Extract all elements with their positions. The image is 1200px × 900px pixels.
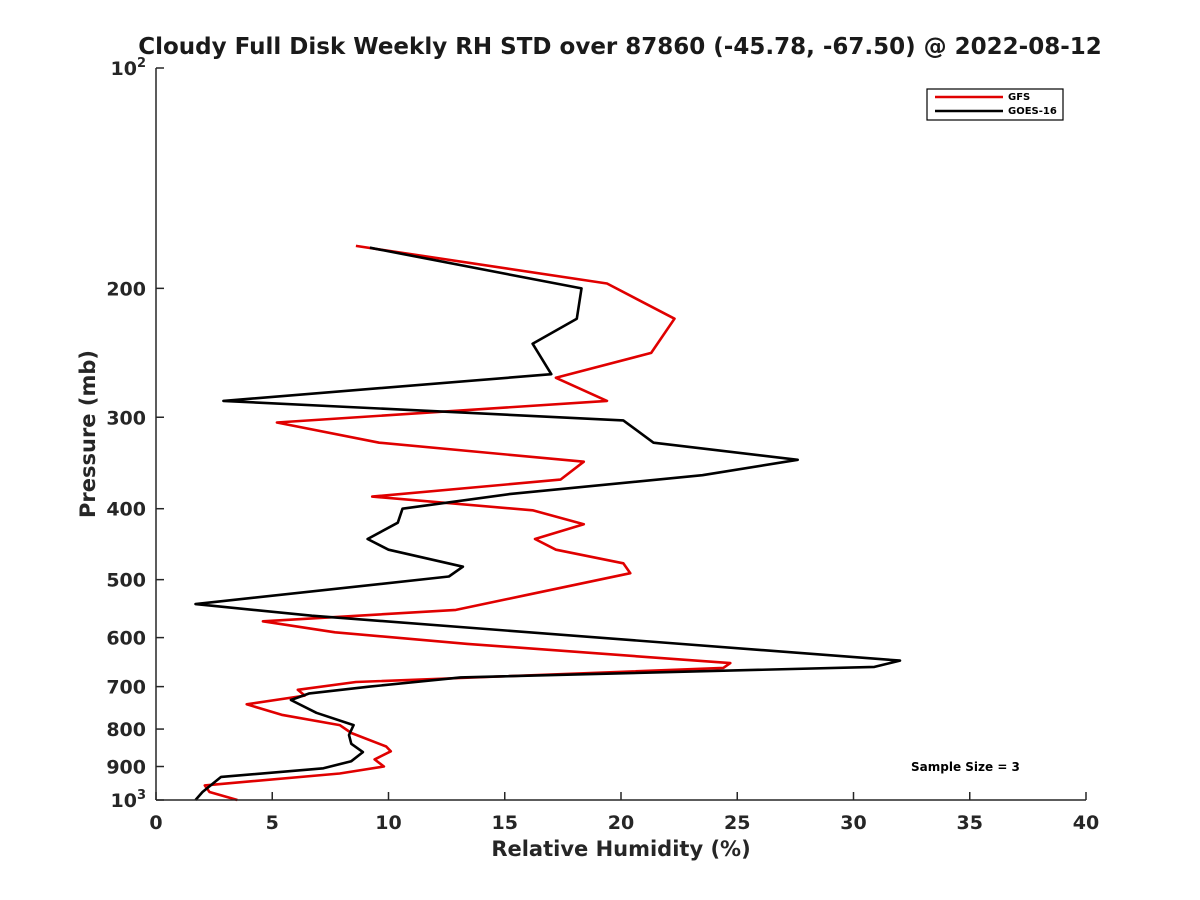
legend: GFS GOES-16 xyxy=(926,88,1064,121)
axes xyxy=(155,68,1086,801)
x-tick-label: 15 xyxy=(492,812,518,834)
y-tick-label: 500 xyxy=(106,570,146,592)
legend-box xyxy=(926,88,1064,121)
x-tick-label: 5 xyxy=(266,812,279,834)
x-axis-label: Relative Humidity (%) xyxy=(491,837,750,861)
y-tick-label: 800 xyxy=(106,719,146,741)
y-tick-label: 900 xyxy=(106,757,146,779)
y-tick-label: 102 xyxy=(111,56,147,80)
legend-label-gfs: GFS xyxy=(1008,92,1030,103)
x-tick-label: 25 xyxy=(724,812,750,834)
legend-label-goes16: GOES-16 xyxy=(1008,106,1057,117)
x-tick-label: 40 xyxy=(1073,812,1099,834)
x-tick-label: 0 xyxy=(149,812,162,834)
y-tick-label: 200 xyxy=(106,278,146,300)
y-tick-label: 600 xyxy=(106,628,146,650)
x-tick-label: 20 xyxy=(608,812,634,834)
x-tick-label: 35 xyxy=(957,812,983,834)
y-ticks: 102 200 300 400 500 600 700 800 900 103 xyxy=(106,56,164,812)
x-tick-label: 30 xyxy=(840,812,866,834)
chart-title: Cloudy Full Disk Weekly RH STD over 8786… xyxy=(138,34,1102,60)
series-line-goes16 xyxy=(194,246,902,801)
plot-area xyxy=(194,244,902,802)
y-tick-label: 700 xyxy=(106,677,146,699)
y-axis-label: Pressure (mb) xyxy=(76,350,100,518)
y-tick-label: 400 xyxy=(106,499,146,521)
sample-size-annotation: Sample Size = 3 xyxy=(911,760,1020,774)
x-tick-label: 10 xyxy=(375,812,401,834)
x-ticks: 0 5 10 15 20 25 30 35 40 xyxy=(149,792,1099,834)
series-line-gfs xyxy=(203,244,732,802)
y-tick-label: 103 xyxy=(111,788,147,812)
y-tick-label: 300 xyxy=(106,407,146,429)
